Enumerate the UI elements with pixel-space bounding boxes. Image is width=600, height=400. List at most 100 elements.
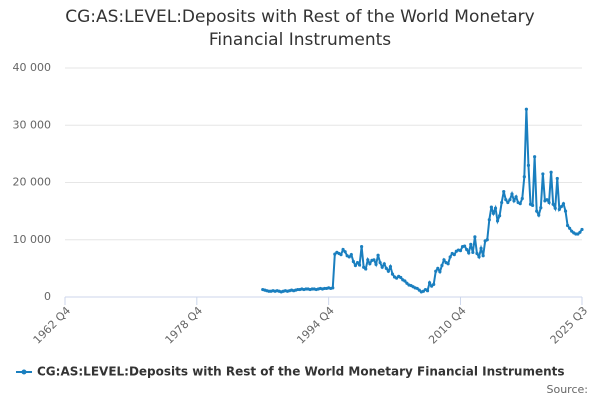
data-point [530,203,535,207]
data-point [485,238,489,242]
data-point [368,262,372,266]
data-point [366,258,370,262]
data-point [349,253,353,257]
data-point [493,206,498,210]
y-tick-label: 40 000 [13,61,52,74]
data-point [446,262,450,266]
data-point [551,202,555,206]
data-point [524,107,528,111]
x-tick-label: 2025 Q3 [548,304,591,347]
data-point [390,272,395,276]
data-point [471,250,475,254]
data-point [510,192,514,196]
x-tick-label: 1978 Q4 [163,304,206,347]
data-point [448,255,452,259]
data-point [500,200,504,205]
data-point [533,155,537,159]
data-point [553,206,557,210]
data-point [502,190,506,194]
x-tick-label: 2010 Q4 [426,304,469,347]
data-point [376,253,380,257]
data-point [481,254,485,258]
data-point [347,255,351,259]
legend-label[interactable]: CG:AS:LEVEL:Deposits with Rest of the Wo… [37,365,565,379]
data-point [343,250,347,254]
data-point [491,211,496,216]
x-tick-label: 1994 Q4 [294,304,337,347]
data-point [341,247,345,252]
chart-title: CG:AS:LEVEL:Deposits with Rest of the Wo… [65,7,535,50]
data-point [364,267,368,271]
data-point [399,275,403,280]
data-point [440,263,444,268]
legend-marker [21,369,27,375]
data-point [495,219,500,223]
x-tick-label: 1962 Q4 [31,304,74,347]
data-point [487,218,491,222]
data-point [372,258,376,262]
data-point [512,199,516,203]
data-point [504,198,508,202]
data-point [438,270,442,274]
data-point [434,269,438,273]
data-point [357,263,362,267]
data-point [452,253,456,257]
data-point [489,205,493,209]
data-point [442,258,446,262]
data-point [578,230,582,234]
data-point [508,198,512,202]
data-point [561,202,566,206]
data-point [537,213,541,217]
data-point [498,214,502,218]
data-point [432,282,436,287]
data-point [425,289,430,293]
data-point [427,281,432,285]
y-tick-label: 0 [44,290,51,303]
data-point [506,200,510,205]
y-tick-label: 20 000 [13,176,52,189]
data-point [475,251,479,256]
data-point [473,235,477,239]
data-point [436,266,440,270]
data-point [559,204,564,209]
data-point [565,223,570,228]
data-point [547,200,551,205]
data-point [403,279,407,283]
data-point [355,261,360,265]
data-point [479,246,483,250]
data-point [549,170,553,174]
data-point [353,263,358,268]
data-point [526,163,531,167]
data-point [557,207,561,212]
data-point [541,172,545,176]
data-point [535,209,539,213]
data-point [386,269,390,273]
data-point [469,242,473,246]
data-point [568,226,572,230]
data-point [462,244,467,248]
data-point [467,251,471,255]
y-tick-label: 10 000 [13,233,52,246]
data-point [378,261,382,265]
data-point [339,253,343,257]
source-label: Source: [547,383,589,396]
data-point [514,195,518,199]
data-point [380,265,384,269]
data-point [522,175,526,179]
data-point [382,262,386,266]
y-tick-label: 30 000 [13,118,52,131]
data-point [580,227,584,232]
data-point [331,286,335,290]
data-point [458,249,463,253]
data-point [388,265,393,269]
data-point [545,198,549,202]
data-point [563,209,568,213]
data-point [351,259,355,264]
data-point [539,206,543,210]
data-point [374,262,378,266]
data-point [477,255,481,259]
data-point [465,247,469,252]
series-line [262,109,583,293]
